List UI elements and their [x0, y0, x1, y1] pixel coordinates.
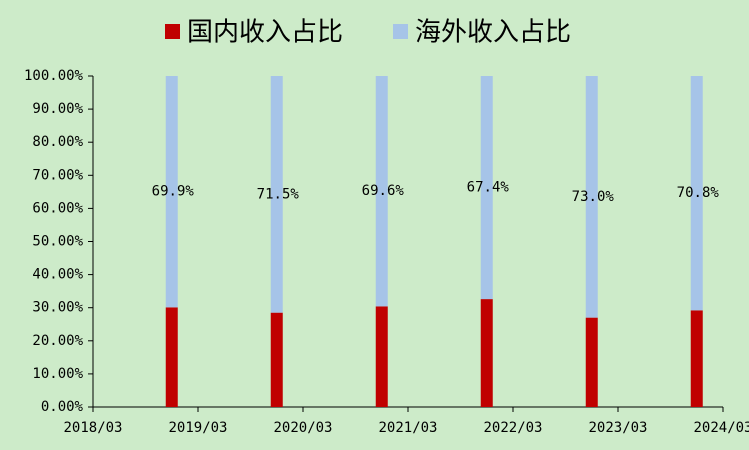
- legend-swatch: [165, 24, 180, 39]
- x-tick-label: 2024/03: [693, 420, 749, 436]
- bar-segment: [165, 76, 178, 308]
- x-tick-label: 2018/03: [63, 420, 122, 436]
- x-tick-label: 2023/03: [588, 420, 647, 436]
- bar-segment: [375, 306, 388, 407]
- x-tick-label: 2021/03: [378, 420, 437, 436]
- y-tick-label: 90.00%: [32, 101, 83, 117]
- x-tick-label: 2020/03: [273, 420, 332, 436]
- x-tick-label: 2019/03: [168, 420, 227, 436]
- data-label: 71.5%: [257, 186, 300, 202]
- bar-segment: [165, 307, 178, 407]
- y-tick-label: 100.00%: [24, 68, 84, 84]
- bar-segment: [480, 76, 493, 300]
- data-label: 67.4%: [467, 180, 510, 196]
- y-tick-label: 40.00%: [32, 267, 83, 283]
- y-tick-label: 60.00%: [32, 200, 83, 216]
- data-label: 73.0%: [572, 189, 615, 205]
- data-label: 69.9%: [152, 184, 195, 200]
- y-tick-label: 30.00%: [32, 300, 83, 316]
- bar-segment: [480, 299, 493, 407]
- legend-label: 海外收入占比: [415, 18, 571, 48]
- legend-label: 国内收入占比: [187, 18, 343, 48]
- data-label: 69.6%: [362, 183, 405, 199]
- x-tick-label: 2022/03: [483, 420, 542, 436]
- bar-segment: [690, 310, 703, 407]
- y-tick-label: 0.00%: [41, 399, 84, 415]
- bar-segment: [375, 76, 388, 307]
- bar-segment: [585, 76, 598, 318]
- data-label: 70.8%: [677, 185, 720, 201]
- y-tick-label: 50.00%: [32, 234, 83, 250]
- legend-swatch: [393, 24, 408, 39]
- y-tick-label: 10.00%: [32, 366, 83, 382]
- y-tick-label: 20.00%: [32, 333, 83, 349]
- bar-segment: [585, 317, 598, 407]
- y-tick-label: 70.00%: [32, 167, 83, 183]
- y-tick-label: 80.00%: [32, 134, 83, 150]
- bar-segment: [270, 76, 283, 313]
- bar-segment: [690, 76, 703, 311]
- bar-segment: [270, 312, 283, 407]
